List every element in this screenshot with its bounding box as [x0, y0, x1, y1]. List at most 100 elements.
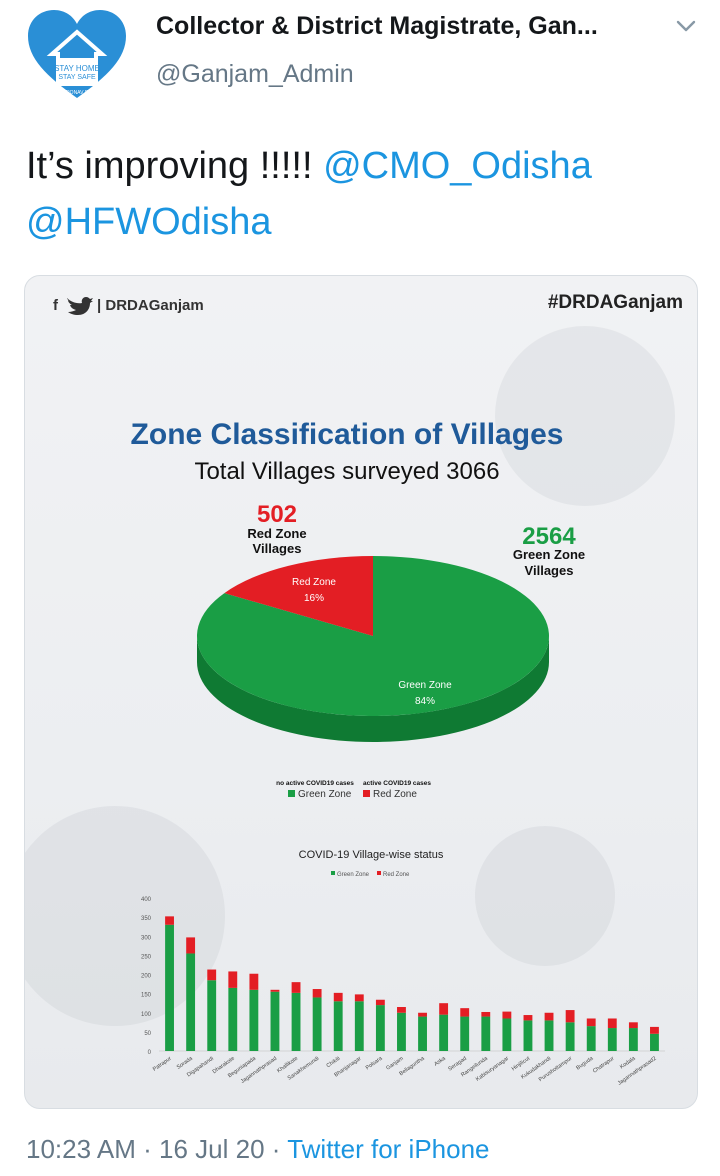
bar-green-zone — [628, 1028, 638, 1051]
bar-green-zone — [418, 1016, 427, 1051]
bar-legend-red-swatch — [377, 871, 381, 875]
author-handle[interactable]: @Ganjam_Admin — [156, 60, 354, 88]
x-tick-label: Kodala — [619, 1055, 637, 1070]
pie-legend-green-caption: no active COVID19 cases — [276, 780, 354, 787]
bar-green-zone — [460, 1016, 470, 1051]
facebook-icon: f — [53, 297, 59, 314]
bar-chart-title: COVID-19 Village-wise status — [299, 849, 444, 861]
mention-cmo-odisha[interactable]: @CMO_Odisha — [323, 145, 592, 187]
bar-green-zone — [523, 1020, 533, 1051]
tweet-media-image[interactable]: f | DRDAGanjam #DRDAGanjam Zone Classifi… — [24, 275, 698, 1109]
bar-red-zone — [565, 1010, 575, 1023]
bar-red-zone — [354, 994, 364, 1002]
bar-red-zone — [228, 971, 238, 988]
pie-red-label: Red Zone — [292, 577, 336, 588]
heart-house-icon: STAY HOME STAY SAFE CORONAV RUS — [28, 10, 126, 98]
chevron-down-icon[interactable] — [674, 14, 698, 38]
bar-green-zone — [565, 1022, 575, 1051]
mention-hfw-odisha[interactable]: @HFWOdisha — [26, 201, 272, 243]
bar-green-zone — [481, 1016, 491, 1051]
tweet-meta: 10:23 AM · 16 Jul 20 · Twitter for iPhon… — [26, 1134, 490, 1165]
bar-red-zone — [249, 973, 259, 990]
red-zone-caption-2: Villages — [253, 541, 302, 556]
y-tick-label: 150 — [141, 993, 152, 999]
tweet-body: It’s improving !!!!! — [26, 145, 324, 187]
bar-green-zone — [586, 1026, 596, 1051]
red-zone-caption-1: Red Zone — [247, 526, 306, 541]
bar-red-zone — [270, 989, 280, 992]
bar-red-zone — [207, 969, 217, 981]
avatar[interactable]: STAY HOME STAY SAFE CORONAV RUS — [26, 8, 128, 104]
bar-red-zone — [523, 1015, 533, 1021]
pie-legend-red-swatch — [363, 790, 370, 797]
bar-green-zone — [312, 997, 322, 1051]
meta-separator: · — [143, 1134, 152, 1164]
tweet-text: It’s improving !!!!! @CMO_Odisha @HFWOdi… — [26, 138, 706, 250]
green-zone-caption-1: Green Zone — [513, 547, 585, 562]
x-tick-label: Chikiti — [326, 1056, 342, 1070]
bar-red-zone — [481, 1011, 491, 1017]
pie-green-percent: 84% — [415, 696, 435, 707]
bar-green-zone — [502, 1018, 512, 1051]
bar-red-zone — [650, 1026, 659, 1034]
pie-green-label: Green Zone — [398, 680, 452, 691]
red-zone-count: 502 — [257, 501, 297, 528]
bar-green-zone — [270, 991, 280, 1051]
y-tick-label: 100 — [141, 1012, 152, 1018]
bar-legend-green-swatch — [331, 871, 335, 875]
bar-green-zone — [228, 987, 238, 1051]
bar-green-zone — [397, 1012, 406, 1051]
bar-red-zone — [291, 982, 301, 993]
bar-red-zone — [375, 999, 385, 1006]
pie-legend-red-caption: active COVID19 cases — [363, 780, 431, 787]
bar-green-zone — [291, 992, 301, 1051]
bar-red-zone — [165, 916, 174, 925]
meta-separator: · — [271, 1134, 281, 1164]
bar-red-zone — [439, 1003, 449, 1015]
infographic-title: Zone Classification of Villages — [131, 418, 564, 451]
bar-red-zone — [418, 1012, 427, 1017]
y-tick-label: 200 — [141, 974, 152, 980]
bar-green-zone — [333, 1001, 343, 1051]
social-handle-label: | DRDAGanjam — [97, 297, 204, 314]
twitter-bird-icon — [67, 297, 93, 315]
pie-side-depth — [197, 636, 549, 742]
bar-red-zone — [397, 1007, 406, 1013]
x-tick-label: Patrapur — [152, 1056, 173, 1073]
bar-green-zone — [186, 953, 196, 1051]
y-tick-label: 400 — [141, 897, 152, 903]
pie-chart — [196, 556, 549, 742]
avatar-line3: CORONAV RUS — [59, 90, 97, 96]
infographic-subtitle: Total Villages surveyed 3066 — [194, 458, 499, 485]
tweet-source-link[interactable]: Twitter for iPhone — [287, 1134, 490, 1164]
bar-legend-green-label: Green Zone — [337, 872, 370, 878]
virus-background-decoration — [25, 326, 675, 1026]
pie-slice-red-zone — [224, 556, 373, 636]
bar-red-zone — [502, 1011, 512, 1019]
pie-legend-green-swatch — [288, 790, 295, 797]
y-tick-label: 0 — [148, 1050, 152, 1056]
bar-red-zone — [607, 1018, 617, 1029]
y-tick-label: 350 — [141, 916, 152, 922]
bar-red-zone — [628, 1022, 638, 1029]
bar-green-zone — [207, 980, 217, 1051]
pie-legend-green-label: Green Zone — [298, 789, 352, 800]
x-tick-label: Jagannathprasad2 — [617, 1056, 658, 1087]
bar-green-zone — [607, 1028, 617, 1051]
x-tick-label: Chatrapur — [592, 1056, 616, 1075]
bar-red-zone — [460, 1008, 470, 1017]
infographic: f | DRDAGanjam #DRDAGanjam Zone Classifi… — [25, 292, 683, 1087]
tweet-date[interactable]: 16 Jul 20 — [159, 1134, 265, 1164]
bar-red-zone — [186, 937, 196, 954]
green-zone-caption-2: Villages — [525, 563, 574, 578]
x-tick-label: Jagannathprasad — [240, 1056, 278, 1085]
bar-red-zone — [544, 1012, 554, 1021]
bar-green-zone — [249, 989, 259, 1051]
bar-green-zone — [650, 1033, 659, 1051]
x-tick-label: Aska — [433, 1055, 447, 1067]
tweet-time[interactable]: 10:23 AM — [26, 1134, 136, 1164]
avatar-line2: STAY SAFE — [58, 74, 96, 81]
bar-green-zone — [544, 1020, 554, 1051]
x-tick-label: Polsara — [365, 1055, 384, 1071]
author-name[interactable]: Collector & District Magistrate, Gan... — [156, 12, 598, 40]
